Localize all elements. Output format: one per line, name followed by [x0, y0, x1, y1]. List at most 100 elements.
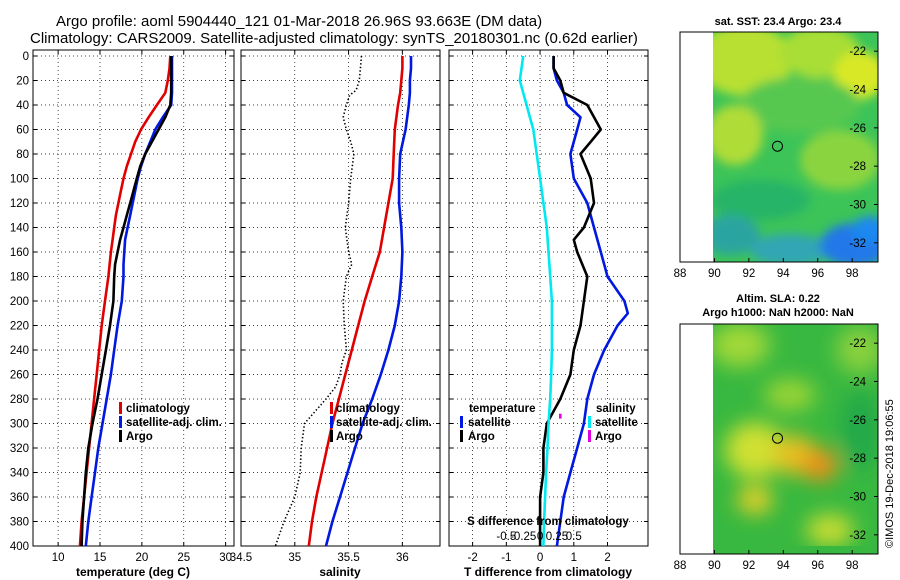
depth-axis-ticks: 0 20 40 60 80 100 120 140 160 180 200 220 240 260 280 3…: [10, 51, 29, 553]
map-x-tick-label: 90: [708, 268, 721, 280]
map-y-tick-label: -24: [849, 377, 866, 389]
map-y-tick-label: -26: [849, 415, 866, 427]
y-tick-label: 180: [10, 272, 29, 284]
sst-warm-patch: [713, 32, 793, 96]
sla-high-patch: [764, 379, 816, 411]
legend-label-satellite: satellite-adj. clim.: [336, 417, 432, 429]
sst-map-ticks: 88 90 92 94 96 98 -22 -24 -26 -28 -30 -32: [674, 46, 878, 280]
salinity-panel-frame: [240, 49, 441, 547]
map-x-tick-label: 94: [777, 268, 790, 280]
map-y-tick-label: -22: [849, 46, 866, 58]
y-tick-label: 200: [10, 296, 29, 308]
x-tick-label: 0: [537, 552, 543, 564]
y-tick-label: 60: [16, 125, 29, 137]
legend-swatch-s-argo: [588, 430, 591, 442]
legend-swatch-argo: [330, 430, 333, 442]
y-tick-label: 220: [10, 321, 29, 333]
legend-label-argo: Argo: [336, 431, 363, 443]
legend-swatch-t-argo: [460, 430, 463, 442]
legend-label-argo: Argo: [126, 431, 153, 443]
sla-map-ticks: 88 90 92 94 96 98 -22 -24 -26 -28 -30 -32: [674, 338, 878, 572]
legend-label-t-satellite: satellite: [468, 417, 511, 429]
series-line-t-satellite: [552, 56, 630, 547]
legend-title-salinity: salinity: [596, 403, 636, 415]
series-line-s-satellite: [518, 55, 554, 547]
legend-title-temperature: temperature: [469, 403, 535, 415]
y-tick-label: 0: [23, 51, 29, 63]
sla-map-panel: Altim. SLA: 0.22 Argo h1000: NaN h2000: …: [674, 293, 879, 572]
sla-map-title: Altim. SLA: 0.22: [736, 293, 820, 305]
sla-peak-patch: [802, 449, 838, 481]
difference-panel-frame: [448, 49, 649, 547]
y-tick-label: 20: [16, 76, 29, 88]
salinity-axis-label: salinity: [319, 565, 361, 579]
temperature-axis-ticks: 10 15 20 25 30: [52, 50, 232, 564]
x-tick-label: 35: [288, 552, 301, 564]
legend-label-t-argo: Argo: [468, 431, 495, 443]
temperature-profile-panel: 0 20 40 60 80 100 120 140 160 180 200 220 240 260 280 3…: [10, 49, 235, 579]
salinity-axis-ticks: 34.5 35 35.5 36: [230, 50, 409, 564]
legend-label-climatology: climatology: [336, 403, 401, 415]
map-y-tick-label: -32: [849, 238, 866, 250]
x-tick-label: -1: [501, 552, 511, 564]
x-tick-label: 10: [52, 552, 65, 564]
x-tick-label: 34.5: [230, 552, 252, 564]
y-tick-label: 120: [10, 198, 29, 210]
y-tick-label: 400: [10, 541, 29, 553]
difference-axis-ticks: -2 -1 0 1 2: [467, 50, 611, 564]
sla-map-subtitle: Argo h1000: NaN h2000: NaN: [702, 307, 854, 319]
map-x-tick-label: 96: [811, 268, 824, 280]
y-tick-label: 280: [10, 394, 29, 406]
y-tick-label: 140: [10, 223, 29, 235]
legend-swatch-satellite: [330, 416, 333, 428]
sla-high-patch: [725, 422, 785, 478]
legend-label-satellite: satellite-adj. clim.: [126, 417, 222, 429]
sst-patches: [713, 32, 878, 262]
sst-warm-patch: [713, 105, 763, 165]
map-x-tick-label: 98: [846, 560, 859, 572]
map-x-tick-label: 90: [708, 560, 721, 572]
sst-map-title: sat. SST: 23.4 Argo: 23.4: [715, 16, 843, 28]
map-y-tick-label: -30: [849, 492, 866, 504]
sla-high-patch: [737, 486, 773, 514]
difference-legend-temperature: temperature satellite Argo: [460, 403, 535, 443]
map-y-tick-label: -26: [849, 123, 866, 135]
difference-grid: [449, 50, 648, 547]
legend-swatch-argo: [119, 430, 122, 442]
legend-swatch-climatology: [119, 402, 122, 414]
sla-argo-marker: [772, 432, 784, 444]
y-tick-label: 380: [10, 517, 29, 529]
sla-high-patch: [806, 514, 854, 546]
s-diff-tick-label: 0.25: [546, 531, 568, 543]
y-tick-label: 320: [10, 443, 29, 455]
legend-label-climatology: climatology: [126, 403, 191, 415]
x-tick-label: 15: [94, 552, 107, 564]
map-x-tick-label: 94: [777, 560, 790, 572]
s-diff-tick-label: 0: [537, 531, 543, 543]
y-tick-label: 160: [10, 247, 29, 259]
sst-cold-patch: [852, 216, 878, 244]
sst-field: [713, 32, 878, 262]
map-x-tick-label: 96: [811, 560, 824, 572]
map-y-tick-label: -24: [849, 85, 866, 97]
s-diff-tick-label: 0.5: [566, 531, 582, 543]
x-tick-label: 1: [571, 552, 577, 564]
sst-map-frame: [679, 31, 879, 263]
legend-label-s-satellite: satellite: [595, 417, 638, 429]
legend-label-s-argo: Argo: [595, 431, 622, 443]
map-x-tick-label: 88: [674, 560, 687, 572]
y-tick-label: 80: [16, 149, 29, 161]
salinity-legend: climatology satellite-adj. clim. Argo: [330, 402, 432, 443]
salinity-profile-panel: 34.5 35 35.5 36 climatology satellite-adj. …: [230, 49, 441, 579]
sla-field: [713, 324, 878, 554]
temperature-grid: [33, 50, 234, 547]
temperature-difference-axis-label: T difference from climatology: [464, 565, 632, 579]
y-tick-label: 100: [10, 174, 29, 186]
sla-low-patch: [842, 390, 878, 470]
series-line-satellite-adj-clim-: [324, 56, 413, 547]
legend-swatch-satellite: [119, 416, 122, 428]
difference-panel: -2 -1 0 1 2 temperature satellite Argo salin…: [448, 49, 649, 579]
temperature-legend: climatology satellite-adj. clim. Argo: [119, 402, 222, 443]
x-tick-label: 30: [219, 552, 232, 564]
y-tick-label: 300: [10, 419, 29, 431]
